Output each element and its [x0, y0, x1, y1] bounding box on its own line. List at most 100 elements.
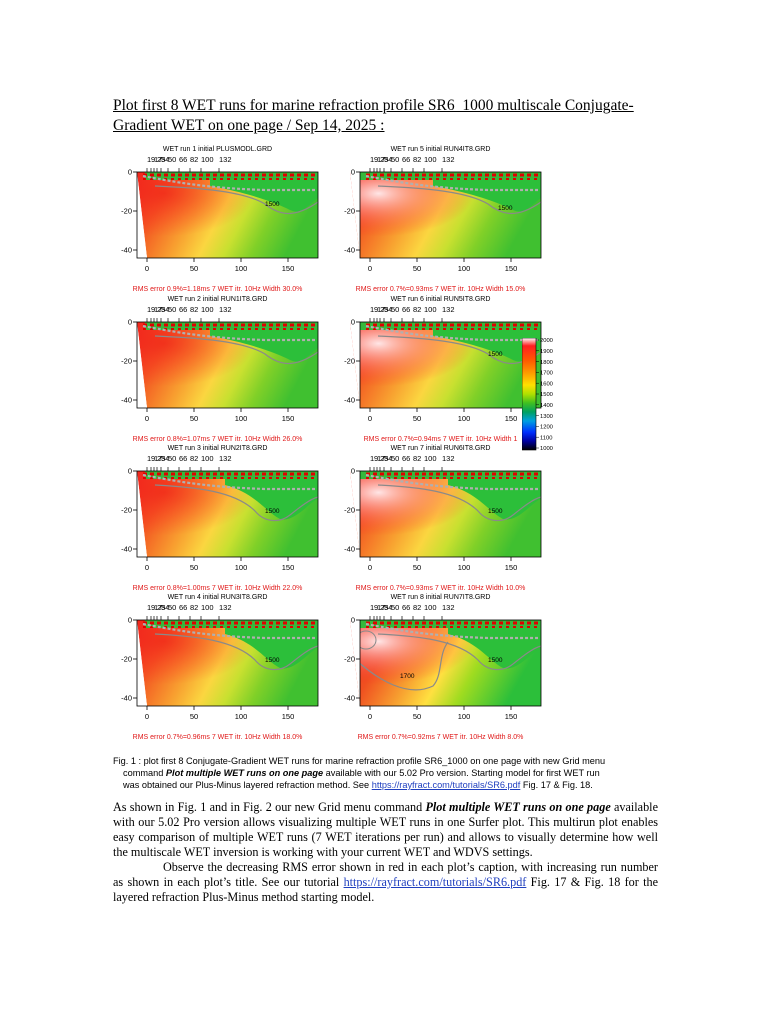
colorbar-label: 1700	[540, 371, 553, 377]
y-tick-label: 0	[351, 318, 355, 327]
bedrock-zone	[225, 620, 318, 669]
plot-frame	[136, 470, 319, 558]
top-axis-label: 1	[370, 155, 375, 164]
top-axis-label: 132	[219, 155, 232, 164]
bedrock-zone	[433, 322, 541, 362]
y-tick-label: -20	[121, 506, 132, 515]
receiver-markers	[143, 472, 315, 479]
panel-title: WET run 1 initial PLUSMODL.GRD	[162, 146, 273, 153]
bedrock-zone	[448, 620, 541, 669]
top-axis-label: 17	[377, 454, 386, 463]
contour-1500	[154, 484, 319, 522]
caption-text: available with our 5.02 Pro version. Sta…	[323, 768, 600, 778]
top-axis-label: 25	[380, 454, 389, 463]
y-tick-label: -40	[344, 246, 355, 255]
y-tick-label: 0	[128, 168, 132, 177]
colorbar-label: 1000	[540, 446, 553, 452]
figure-caption: Fig. 1 : plot first 8 Conjugate-Gradient…	[113, 755, 673, 791]
top-axis-label: 82	[190, 603, 199, 612]
caption-text: Fig. 17 & Fig. 18.	[520, 780, 593, 790]
top-axis-label: 25	[380, 305, 389, 314]
top-axis-label: 132	[219, 603, 232, 612]
rms-error-caption: RMS error 0.7%=0.94ms 7 WET itr. 10Hz Wi…	[363, 436, 518, 443]
caption-text: was obtained our Plus-Minus layered refr…	[123, 780, 372, 790]
top-axis-label: 66	[179, 454, 188, 463]
top-axis-label: 9	[374, 603, 379, 612]
x-tick-label: 100	[458, 414, 471, 423]
panel-title: WET run 5 initial RUN4IT8.GRD	[390, 146, 491, 153]
plot-frame	[136, 321, 319, 409]
paragraph-2: Observe the decreasing RMS error shown i…	[113, 860, 658, 905]
y-tick-label: -40	[121, 694, 132, 703]
y-tick-label: 0	[128, 616, 132, 625]
plot-frame	[359, 171, 542, 259]
tomogram-plot: 0 -20 -40 0 50 100 150 1500 1700	[344, 616, 542, 721]
top-axis-label: 50	[168, 305, 177, 314]
x-tick-label: 0	[368, 414, 372, 423]
x-tick-label: 100	[458, 712, 471, 721]
top-axis-label: 132	[442, 155, 455, 164]
caption-tutorial-link[interactable]: https://rayfract.com/tutorials/SR6.pdf	[371, 780, 521, 790]
x-tick-label: 100	[235, 563, 248, 572]
bedrock-zone	[210, 172, 318, 212]
tomogram-plot: 0 -20 -40 0 50 100 150 1500	[344, 168, 542, 273]
top-axis-label: 17	[154, 603, 163, 612]
contour-1700	[355, 641, 449, 691]
panel-title: WET run 2 initial RUN1IT8.GRD	[167, 296, 268, 303]
top-axis-label: 66	[402, 603, 411, 612]
ray-path	[365, 473, 538, 491]
top-axis-label: 82	[190, 305, 199, 314]
top-axis-label: 132	[442, 454, 455, 463]
wet-run-panel-3: WET run 2 initial RUN1IT8.GRD 1 9 17 25 34 50…	[115, 296, 320, 444]
x-tick-label: 100	[458, 264, 471, 273]
x-tick-label: 100	[235, 414, 248, 423]
caption-line-3: was obtained our Plus-Minus layered refr…	[113, 779, 673, 791]
paragraph-1: As shown in Fig. 1 and in Fig. 2 our new…	[113, 800, 658, 860]
top-axis-label: 25	[157, 454, 166, 463]
wet-run-panel-4: WET run 6 initial RUN5IT8.GRD 1 9 17 25 34 50…	[338, 296, 543, 444]
y-tick-label: -20	[344, 357, 355, 366]
caption-command: Plot multiple WET runs on one page	[165, 768, 324, 778]
x-tick-label: 0	[368, 712, 372, 721]
top-axis-labels: 1 9 17 25 34 50 66 82 100 132	[351, 305, 541, 314]
top-axis-label: 50	[391, 155, 400, 164]
paragraph-text: Fig. 17 & Fig. 18 for the layered refrac…	[113, 875, 658, 904]
top-axis-label: 50	[168, 454, 177, 463]
ray-path	[142, 174, 315, 192]
top-axis-label: 50	[168, 155, 177, 164]
x-tick-label: 100	[235, 264, 248, 273]
body-text: As shown in Fig. 1 and in Fig. 2 our new…	[113, 800, 658, 905]
colorbar-label: 1100	[540, 435, 552, 441]
top-axis-label: 66	[179, 305, 188, 314]
colorbar-label: 1800	[540, 360, 553, 366]
top-axis-labels: 1 9 17 25 34 50 66 82 100 132	[128, 603, 318, 612]
colorbar-label: 1900	[540, 349, 553, 355]
x-tick-label: 50	[413, 563, 421, 572]
y-tick-label: 0	[128, 467, 132, 476]
top-axis-label: 100	[201, 603, 214, 612]
x-tick-label: 50	[413, 414, 421, 423]
top-axis-label: 66	[402, 305, 411, 314]
top-axis-label: 25	[380, 155, 389, 164]
ray-path	[142, 622, 315, 640]
contour-label: 1500	[265, 657, 280, 664]
top-axis-label: 25	[157, 155, 166, 164]
panel-title: WET run 7 initial RUN6IT8.GRD	[390, 445, 491, 452]
colorbar-gradient	[522, 338, 537, 451]
y-tick-label: -40	[121, 545, 132, 554]
rms-error-caption: RMS error 0.7%=0.93ms 7 WET itr. 10Hz Wi…	[355, 286, 526, 293]
top-axis-labels: 1 9 17 25 34 50 66 82 100 132	[351, 155, 541, 164]
body-tutorial-link[interactable]: https://rayfract.com/tutorials/SR6.pdf	[343, 875, 527, 889]
top-axis-label: 132	[442, 305, 455, 314]
top-axis-label: 17	[377, 155, 386, 164]
caption-text: command	[123, 768, 166, 778]
paragraph-text: Observe the decreasing RMS error shown i…	[113, 860, 658, 889]
caption-line-2: command Plot multiple WET runs on one pa…	[113, 767, 673, 779]
bedrock-zone	[210, 322, 318, 362]
y-tick-label: 0	[351, 467, 355, 476]
x-tick-label: 150	[505, 563, 518, 572]
ray-path	[365, 622, 538, 640]
bedrock-zone	[448, 471, 541, 520]
top-axis-label: 1	[370, 603, 375, 612]
x-tick-label: 50	[190, 563, 198, 572]
